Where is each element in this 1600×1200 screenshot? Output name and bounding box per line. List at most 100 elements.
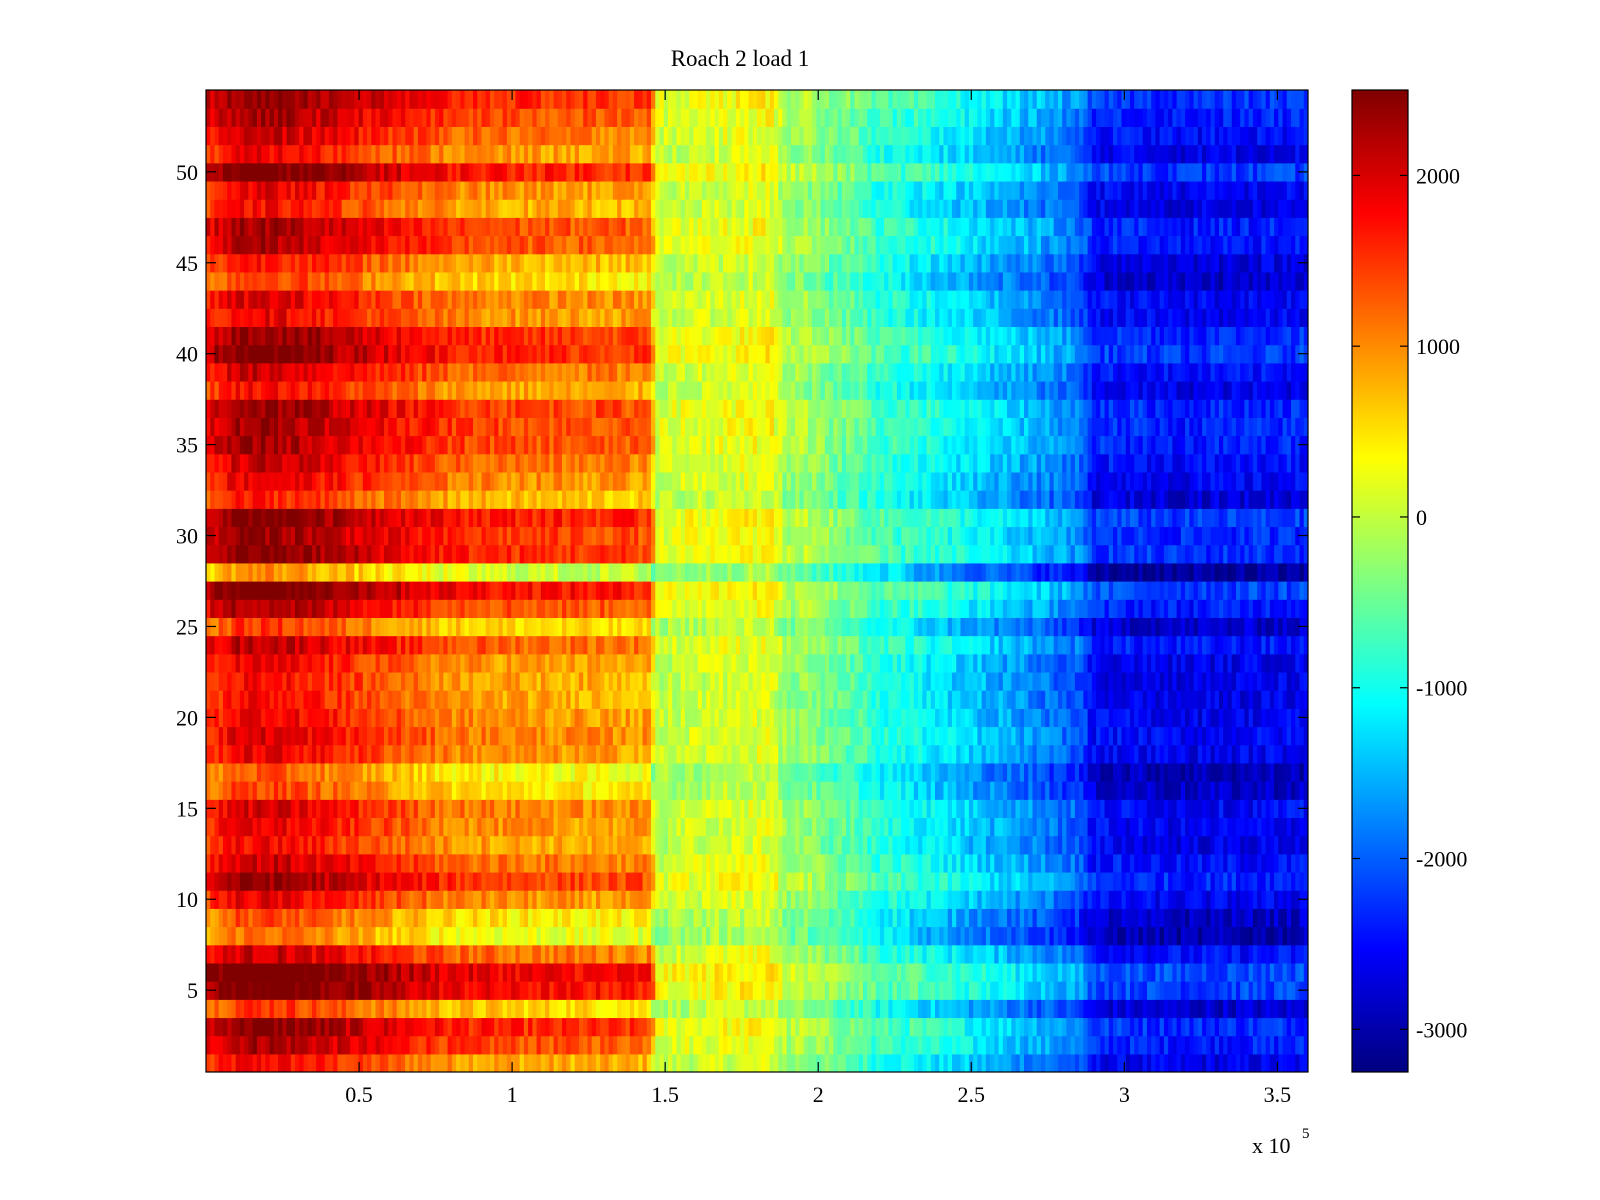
heatmap-cell <box>731 908 737 928</box>
heatmap-cell <box>1291 926 1296 946</box>
heatmap-cell <box>1163 853 1169 873</box>
heatmap-cell <box>1218 908 1224 928</box>
heatmap-cell <box>1104 835 1110 855</box>
heatmap-cell <box>1100 762 1106 782</box>
heatmap-cell <box>1002 999 1008 1019</box>
heatmap-cell <box>1261 817 1267 837</box>
heatmap-cell <box>562 1053 567 1072</box>
heatmap-cell <box>396 999 402 1019</box>
heatmap-cell <box>1159 799 1165 819</box>
heatmap-cell <box>710 726 716 746</box>
heatmap-cell <box>714 781 720 800</box>
heatmap-cell <box>1235 890 1241 909</box>
heatmap-cell <box>816 853 822 873</box>
heatmap-cell <box>1214 926 1220 946</box>
heatmap-cell <box>752 726 758 746</box>
heatmap-cell <box>1129 726 1135 746</box>
heatmap-cell <box>307 944 313 964</box>
heatmap-cell <box>1002 962 1008 982</box>
heatmap-cell <box>1240 999 1246 1019</box>
heatmap-cell <box>456 981 461 1000</box>
heatmap-cell <box>956 744 962 764</box>
heatmap-cell <box>735 962 741 982</box>
heatmap-cell <box>405 853 411 873</box>
heatmap-cell <box>1117 762 1123 782</box>
heatmap-cell <box>981 799 987 819</box>
heatmap-cell <box>655 1035 661 1055</box>
heatmap-cell <box>358 817 364 837</box>
heatmap-cell <box>485 981 491 1000</box>
heatmap-cell <box>964 1017 970 1037</box>
heatmap-cell <box>566 1035 572 1055</box>
heatmap-cell <box>434 853 440 873</box>
heatmap-cell <box>740 890 745 909</box>
heatmap-cell <box>502 799 508 819</box>
heatmap-cell <box>362 944 368 964</box>
heatmap-cell <box>519 926 525 946</box>
heatmap-cell <box>901 1053 906 1072</box>
heatmap-cell <box>227 926 233 946</box>
heatmap-cell <box>333 799 338 819</box>
heatmap-cell <box>1015 835 1021 855</box>
heatmap-cell <box>273 744 279 764</box>
heatmap-cell <box>1303 1053 1308 1072</box>
heatmap-cell <box>477 890 483 909</box>
heatmap-cell <box>1257 1017 1262 1037</box>
heatmap-cell <box>918 999 923 1019</box>
heatmap-cell <box>375 1035 381 1055</box>
heatmap-cell <box>367 962 372 982</box>
heatmap-cell <box>417 835 423 855</box>
heatmap-cell <box>680 1053 686 1072</box>
heatmap-cell <box>901 799 906 819</box>
heatmap-cell <box>1214 962 1220 982</box>
heatmap-cell <box>892 981 898 1000</box>
heatmap-cell <box>769 762 775 782</box>
heatmap-cell <box>511 981 517 1000</box>
heatmap-cell <box>273 781 279 800</box>
heatmap-cell <box>634 799 639 819</box>
heatmap-cell <box>1218 999 1224 1019</box>
heatmap-cell <box>1002 853 1008 873</box>
heatmap-cell <box>846 890 851 909</box>
heatmap-cell <box>485 1053 491 1072</box>
heatmap-cell <box>578 1035 584 1055</box>
heatmap-cell <box>553 744 559 764</box>
heatmap-cell <box>210 999 216 1019</box>
heatmap-cell <box>960 962 966 982</box>
heatmap-cell <box>1002 981 1008 1000</box>
heatmap-cell <box>1185 1035 1190 1055</box>
heatmap-cell <box>786 835 792 855</box>
heatmap-cell <box>727 890 733 909</box>
heatmap-cell <box>341 926 347 946</box>
heatmap-cell <box>396 817 402 837</box>
heatmap-cell <box>795 1035 800 1055</box>
heatmap-cell <box>964 726 970 746</box>
heatmap-cell <box>392 708 398 728</box>
heatmap-cell <box>642 999 648 1019</box>
heatmap-cell <box>570 999 576 1019</box>
heatmap-cell <box>583 926 589 946</box>
heatmap-cell <box>629 962 635 982</box>
heatmap-cell <box>964 871 970 891</box>
heatmap-cell <box>727 962 733 982</box>
heatmap-cell <box>350 926 355 946</box>
heatmap-cell <box>884 817 889 837</box>
heatmap-cell <box>511 762 517 782</box>
heatmap-cell <box>227 981 233 1000</box>
heatmap-cell <box>659 944 665 964</box>
heatmap-cell <box>884 762 889 782</box>
heatmap-cell <box>337 962 343 982</box>
heatmap-cell <box>773 871 779 891</box>
heatmap-cell <box>612 981 618 1000</box>
heatmap-cell <box>714 762 720 782</box>
heatmap-cell <box>799 817 805 837</box>
heatmap-cell <box>1185 835 1190 855</box>
heatmap-cell <box>634 926 639 946</box>
heatmap-cell <box>850 726 856 746</box>
heatmap-cell <box>646 1035 652 1055</box>
heatmap-cell <box>1278 1017 1284 1037</box>
heatmap-cell <box>896 853 902 873</box>
heatmap-cell <box>1049 726 1055 746</box>
heatmap-cell <box>1002 908 1008 928</box>
heatmap-cell <box>235 871 241 891</box>
